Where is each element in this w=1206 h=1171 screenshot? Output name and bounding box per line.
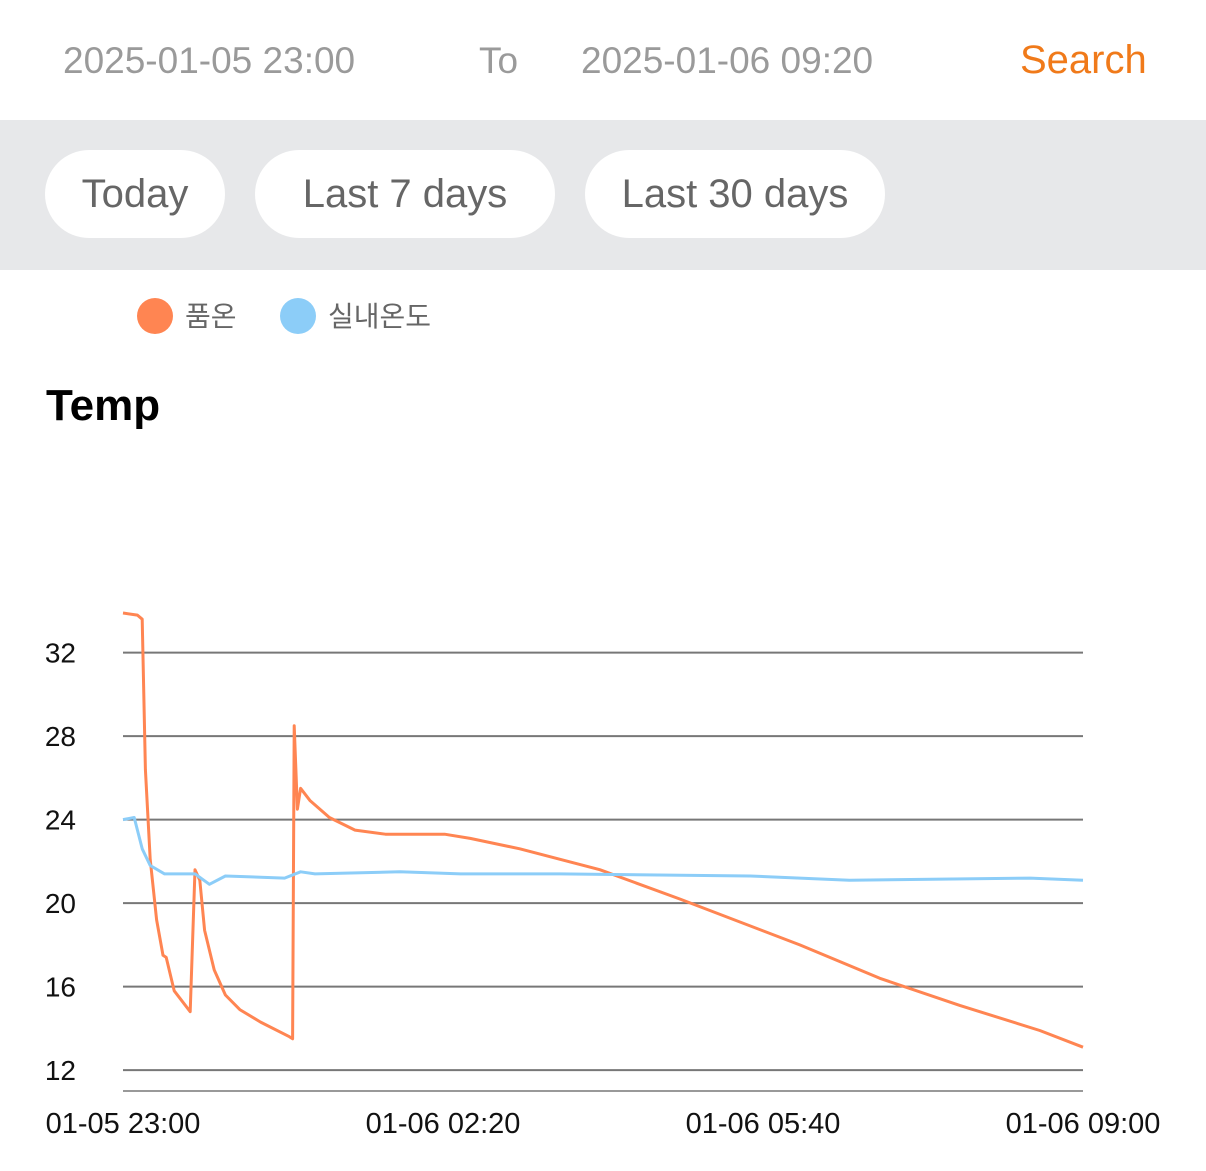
y-tick-label: 12 bbox=[45, 1055, 76, 1086]
legend-label: 품온 bbox=[185, 301, 237, 332]
x-tick-label: 01-06 09:00 bbox=[1006, 1108, 1161, 1140]
range-button[interactable]: Last 30 days bbox=[585, 150, 885, 238]
legend-swatch bbox=[280, 298, 316, 334]
legend-label: 실내온도 bbox=[328, 301, 431, 332]
series-line bbox=[122, 611, 1084, 1049]
y-tick-label: 32 bbox=[45, 638, 76, 669]
legend-swatch bbox=[137, 298, 173, 334]
y-tick-label: 20 bbox=[45, 888, 76, 919]
y-tick-label: 16 bbox=[45, 972, 76, 1003]
date-range-bar: 2025-01-05 23:00 To 2025-01-06 09:20 Sea… bbox=[0, 0, 1206, 120]
chart: Temp 12 16 20 24 28 32 01-05 23:00 01-06 02:20 0… bbox=[45, 298, 1161, 1140]
quick-range-bar: Today Last 7 days Last 30 days bbox=[0, 120, 1206, 270]
to-label: To bbox=[479, 40, 519, 81]
x-tick-label: 01-06 02:20 bbox=[366, 1108, 521, 1140]
series-line bbox=[122, 816, 1084, 886]
range-button[interactable]: Today bbox=[45, 150, 225, 238]
chart-title: Temp bbox=[46, 381, 160, 430]
from-date[interactable]: 2025-01-05 23:00 bbox=[63, 40, 356, 81]
x-tick-label: 01-06 05:40 bbox=[686, 1108, 841, 1140]
search-button[interactable]: Search bbox=[1020, 38, 1147, 82]
y-tick-label: 24 bbox=[45, 805, 76, 836]
y-tick-label: 28 bbox=[45, 721, 76, 752]
to-date[interactable]: 2025-01-06 09:20 bbox=[581, 40, 874, 81]
range-button[interactable]: Last 7 days bbox=[255, 150, 555, 238]
x-tick-label: 01-05 23:00 bbox=[46, 1108, 201, 1140]
